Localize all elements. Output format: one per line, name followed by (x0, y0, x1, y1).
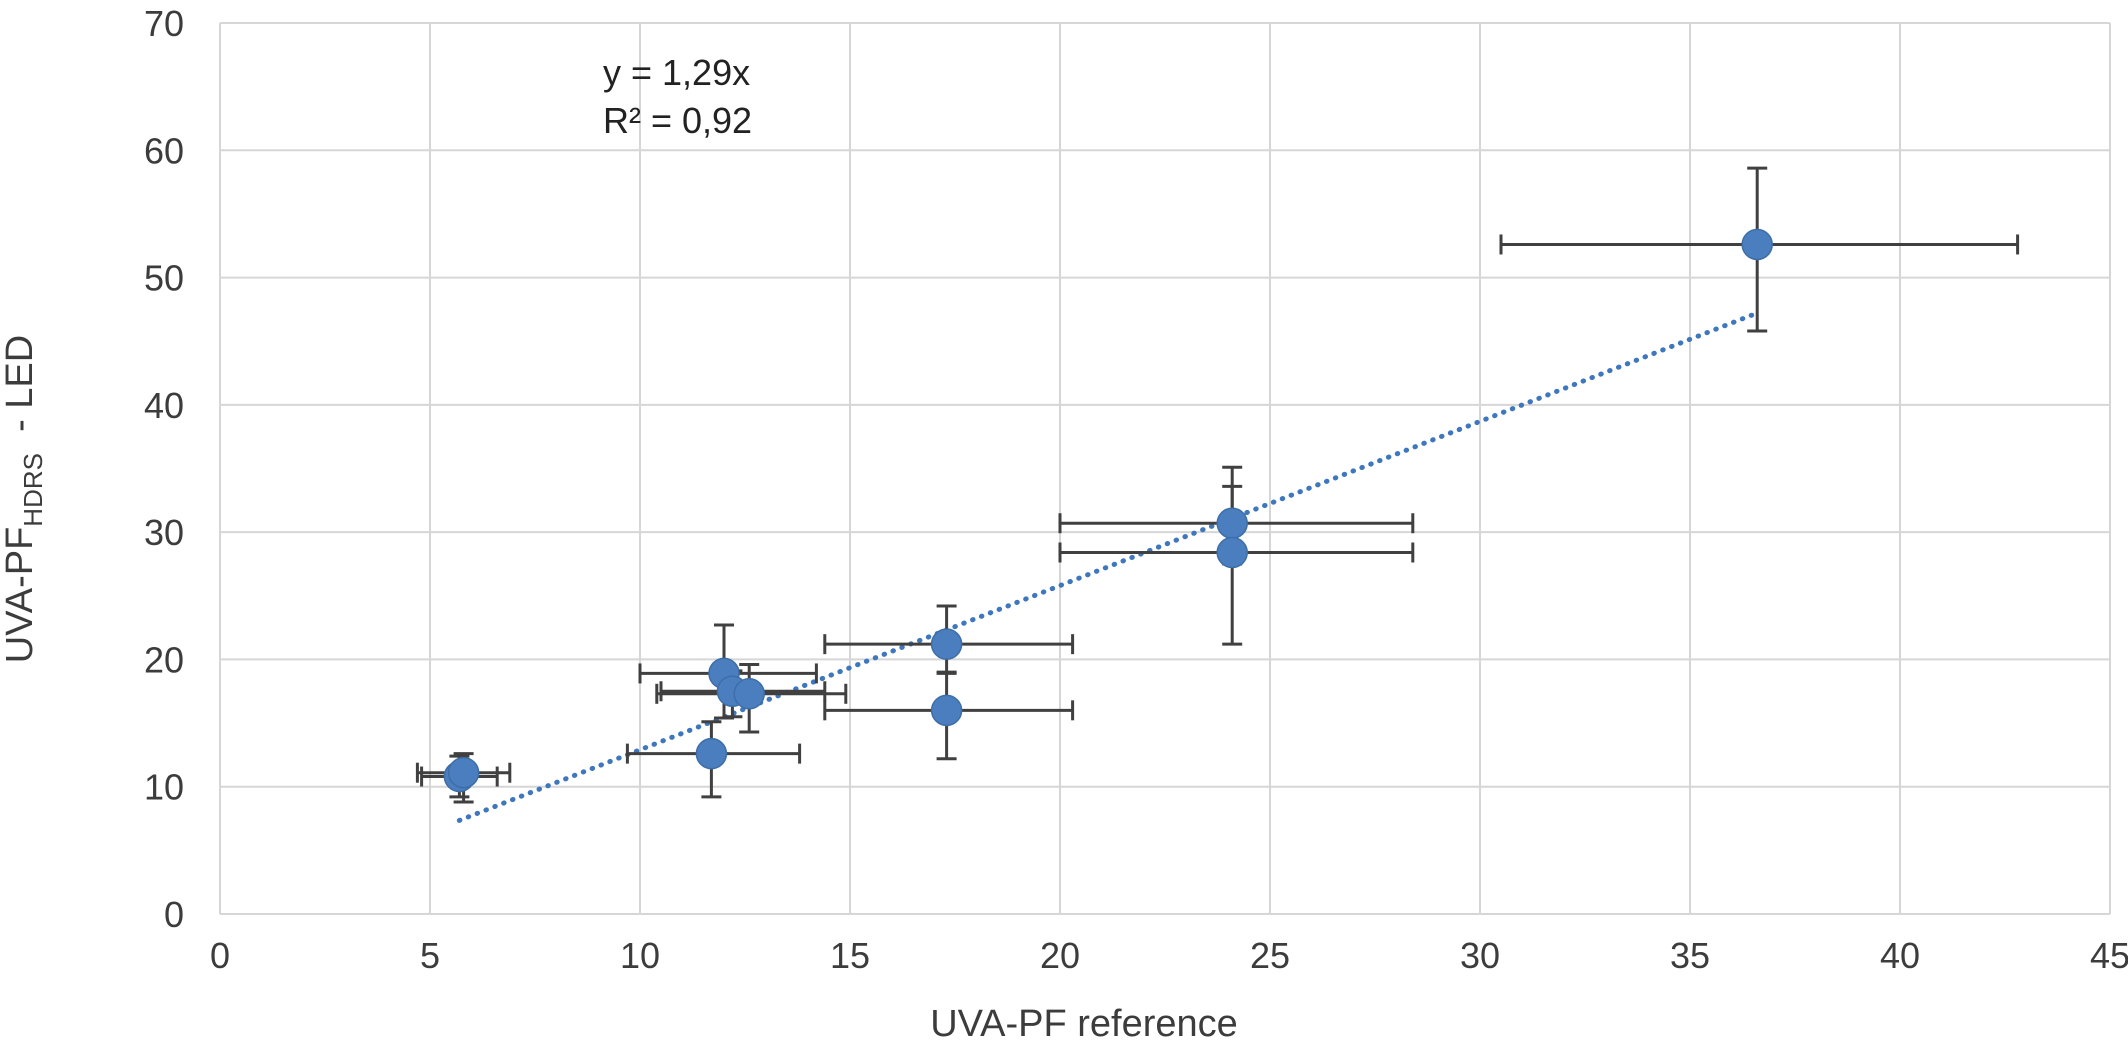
x-tick-label: 40 (1880, 935, 1920, 976)
x-tick-label: 10 (620, 935, 660, 976)
trendline-layer (456, 310, 1760, 823)
y-tick-label: 30 (144, 512, 184, 553)
r-squared-label: R² = 0,92 (603, 100, 752, 141)
data-point (733, 678, 765, 710)
y-axis-title-subscript: HDRS (18, 453, 48, 527)
x-tick-label: 5 (420, 935, 440, 976)
data-point (695, 737, 728, 770)
y-tick-label: 50 (144, 258, 184, 299)
y-tick-label: 60 (144, 130, 184, 171)
data-point (447, 756, 480, 789)
data-points (443, 228, 1773, 793)
x-tick-label: 45 (2090, 935, 2128, 976)
x-tick-label: 15 (830, 935, 870, 976)
data-point (1741, 228, 1773, 261)
x-tick-label: 25 (1250, 935, 1290, 976)
data-point (1216, 536, 1248, 569)
data-point (930, 694, 963, 727)
x-axis-title: UVA-PF reference (930, 1003, 1238, 1045)
tick-labels: 0 5 10 15 20 25 30 35 40 45 0 10 20 30 40 50 60 70 (144, 3, 2128, 976)
x-tick-label: 35 (1670, 935, 1710, 976)
y-tick-label: 10 (144, 767, 184, 808)
y-tick-label: 40 (144, 385, 184, 426)
x-tick-label: 30 (1460, 935, 1500, 976)
y-axis-title-suffix: - LED (0, 335, 41, 453)
x-tick-label: 20 (1040, 935, 1080, 976)
x-tick-label: 0 (210, 935, 230, 976)
grid-lines (219, 22, 2111, 915)
y-tick-label: 70 (144, 3, 184, 44)
trendline-equation: y = 1,29x (603, 52, 750, 93)
trendline (456, 310, 1760, 823)
y-axis-title: UVA-PFHDRS - LED (0, 335, 48, 663)
data-point (1216, 507, 1248, 539)
data-point (930, 628, 963, 660)
y-axis-title-main: UVA-PF (0, 527, 41, 664)
y-tick-label: 0 (164, 894, 184, 935)
error-bars (415, 166, 2020, 804)
y-tick-label: 20 (144, 639, 184, 680)
